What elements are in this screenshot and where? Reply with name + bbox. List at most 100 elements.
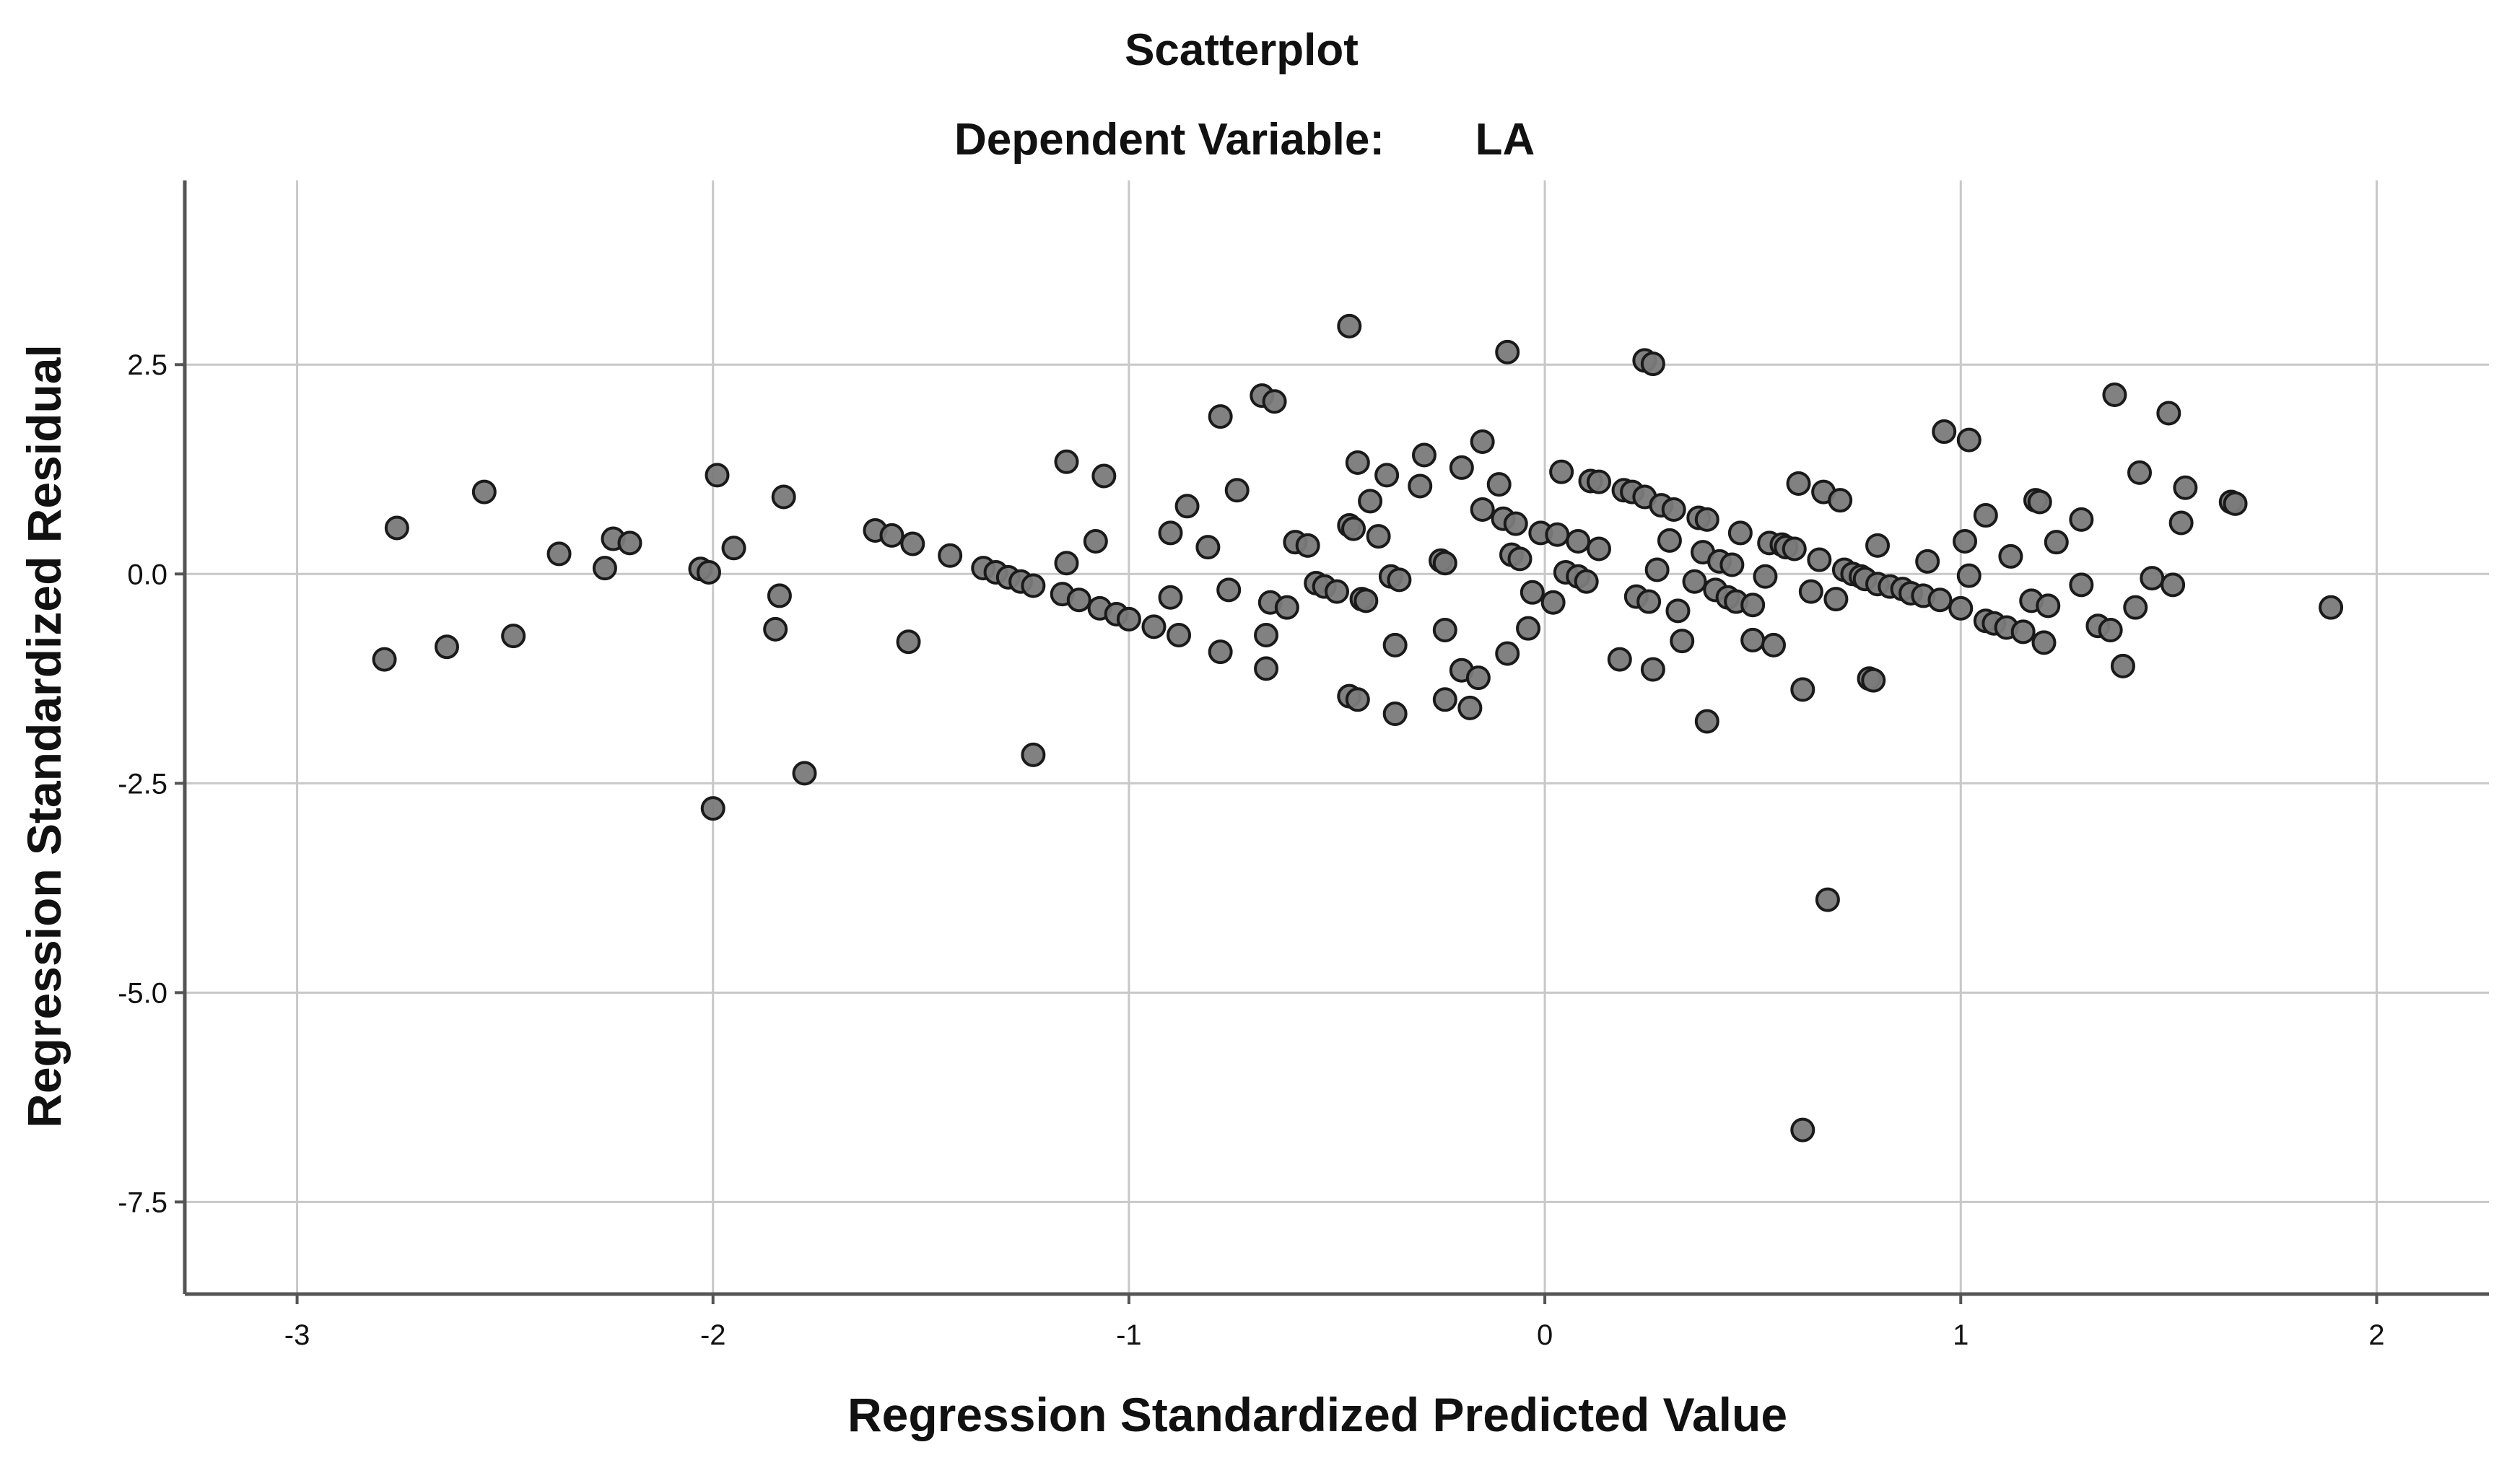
scatter-point (2010, 619, 2036, 645)
scatter-point (1486, 472, 1512, 497)
scatter-point (1449, 455, 1474, 480)
scatter-point (2156, 401, 2181, 426)
scatter-point (1411, 442, 1436, 468)
scatter-point (1374, 463, 1400, 488)
axis-layer (175, 180, 2489, 1304)
y-tick-label: -2.5 (118, 768, 167, 800)
scatter-point (1798, 579, 1823, 604)
scatter-point (1382, 632, 1408, 658)
chart-subtitle-label: Dependent Variable: (954, 115, 1385, 165)
scatter-point (2319, 595, 2344, 620)
y-axis-title: Regression Standardized Residual (17, 344, 71, 1128)
scatter-point (546, 541, 572, 567)
scatter-point (1158, 585, 1183, 610)
scatter-point (2098, 618, 2123, 643)
scatter-point (1507, 546, 1533, 572)
scatter-point (1865, 533, 1891, 558)
scatter-point (896, 629, 921, 655)
scatter-point (1021, 573, 1046, 598)
scatter-point (1661, 497, 1686, 522)
scatter-point (1158, 520, 1183, 546)
scatter-point (1254, 622, 1279, 647)
scatter-point (1640, 351, 1665, 377)
scatter-point (1358, 489, 1383, 514)
scatter-point (2069, 572, 2094, 598)
scatter-point (1790, 677, 1815, 702)
scatter-point (1432, 687, 1457, 712)
scatter-point (617, 530, 642, 556)
scatter-point (1915, 549, 1940, 574)
scatter-point (1345, 687, 1370, 712)
y-tick-label: 0.0 (127, 559, 167, 590)
scatter-point (1495, 339, 1520, 364)
scatter-point (1932, 419, 1957, 445)
x-tick-label: -3 (284, 1319, 310, 1351)
scatter-point (1116, 606, 1141, 632)
scatter-point (1586, 536, 1611, 562)
scatter-point (1727, 520, 1753, 546)
scatter-point (2044, 530, 2069, 555)
y-tick-label: -7.5 (118, 1187, 167, 1218)
scatter-point (1083, 529, 1108, 554)
scatter-point (1640, 657, 1665, 682)
scatter-point (1956, 427, 1981, 453)
scatter-point (1861, 668, 1886, 693)
y-tick-label: 2.5 (127, 349, 167, 381)
scatter-point (1782, 536, 1807, 562)
scatter-point (1021, 742, 1046, 767)
scatter-point (705, 463, 730, 488)
grid-layer (185, 180, 2489, 1294)
scatter-point (1465, 665, 1491, 691)
scatter-point (1636, 589, 1662, 614)
scatter-point (1091, 463, 1117, 489)
scatter-point (2031, 630, 2057, 655)
scatter-point (1295, 533, 1320, 558)
scatter-point (1607, 647, 1632, 672)
scatter-point (1740, 627, 1766, 652)
scatter-point (721, 536, 746, 561)
scatter-point (1345, 450, 1370, 475)
scatter-point (1670, 629, 1695, 654)
scatter-point (1382, 702, 1408, 727)
scatter-point (1262, 389, 1287, 414)
scatter-point (2102, 382, 2127, 407)
scatter-point (1066, 587, 1091, 613)
scatter-point (700, 796, 725, 821)
scatter-point (2123, 595, 2148, 620)
scatter-point (1682, 569, 1707, 594)
scatter-point (1973, 503, 1998, 528)
scatter-point (592, 556, 617, 581)
scatter-point (792, 761, 817, 786)
scatter-point (1998, 543, 2023, 569)
scatter-point (1753, 564, 1778, 589)
scatter-point (771, 484, 796, 510)
scatter-point (1540, 590, 1566, 615)
scatter-point (2127, 460, 2153, 485)
scatter-point (1141, 614, 1167, 639)
scatter-point (1274, 595, 1299, 620)
scatter-point (1549, 459, 1574, 484)
scatter-point (1694, 709, 1719, 734)
scatter-point (1195, 535, 1221, 560)
scatter-point (501, 624, 526, 649)
scatter-point (1545, 522, 1570, 547)
scatter-point (1786, 471, 1811, 496)
scatter-point (1761, 632, 1786, 658)
scatter-point (1054, 551, 1079, 576)
scatter-point (767, 583, 792, 608)
scatter-point (1503, 511, 1528, 536)
scatter-point (1694, 507, 1719, 532)
scatter-point (2161, 572, 2186, 598)
scatter-point (2069, 507, 2094, 532)
scatter-point (938, 543, 963, 568)
scatter-point (434, 634, 459, 660)
scatter-point (763, 616, 788, 642)
scatter-point (1341, 516, 1366, 541)
scatter-point (2027, 489, 2052, 515)
scatter-point (1665, 598, 1691, 624)
scatter-point (1167, 622, 1192, 647)
scatter-point (1948, 595, 1974, 621)
